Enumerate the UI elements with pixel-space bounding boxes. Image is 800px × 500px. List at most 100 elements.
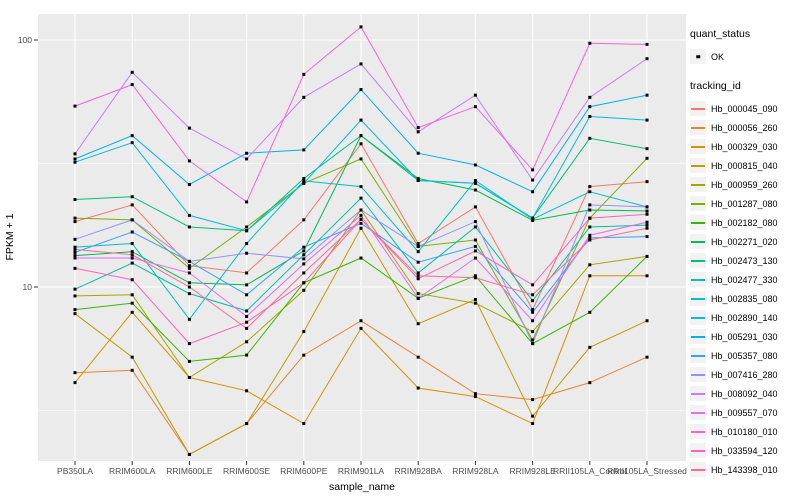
data-point: [187, 213, 191, 217]
legend-label: Hb_005357_080: [711, 350, 778, 361]
data-point: [588, 233, 592, 237]
data-point: [473, 178, 477, 182]
legend-line-icon: [691, 278, 705, 281]
data-point: [130, 310, 134, 314]
data-point: [359, 88, 363, 92]
data-point: [473, 276, 477, 280]
data-point: [187, 281, 191, 285]
data-point: [473, 225, 477, 229]
data-point: [130, 242, 134, 246]
data-point: [416, 274, 420, 278]
data-point: [245, 242, 249, 246]
data-point: [531, 338, 535, 342]
legend-quant-status: quant_status OK: [690, 28, 800, 66]
legend-line-icon: [691, 411, 705, 414]
data-point: [245, 309, 249, 313]
x-tick-label: RRIM600LE: [166, 466, 213, 476]
data-point: [187, 342, 191, 346]
data-point: [645, 226, 649, 230]
data-point: [473, 181, 477, 185]
legend-line-icon: [691, 221, 705, 224]
data-point: [187, 264, 191, 268]
data-point: [302, 271, 306, 275]
legend-item-ok: OK: [690, 47, 800, 66]
data-point: [416, 292, 420, 296]
data-point: [187, 292, 191, 296]
data-point: [416, 271, 420, 275]
axis-ticks: [34, 39, 648, 465]
data-point: [645, 223, 649, 227]
data-point: [588, 136, 592, 140]
legend-key: [690, 101, 706, 116]
data-point: [73, 371, 77, 375]
data-point: [359, 208, 363, 212]
data-point: [359, 226, 363, 230]
data-point: [588, 225, 592, 229]
data-point: [73, 104, 77, 108]
data-point: [645, 42, 649, 46]
data-point: [302, 262, 306, 266]
data-point: [302, 257, 306, 261]
legend-line-icon: [691, 316, 705, 319]
data-point: [359, 25, 363, 29]
data-point: [531, 310, 535, 314]
data-point: [416, 355, 420, 359]
data-point: [416, 386, 420, 390]
data-point: [245, 353, 249, 357]
data-point: [416, 176, 420, 180]
data-point: [130, 293, 134, 297]
legend-label: Hb_002835_080: [711, 293, 778, 304]
y-axis-title: FPKM + 1: [4, 213, 16, 260]
data-point: [416, 260, 420, 264]
data-point: [531, 330, 535, 334]
legend-label: Hb_002182_080: [711, 217, 778, 228]
data-point: [359, 256, 363, 260]
legend-line-icon: [691, 354, 705, 357]
legend-key: [690, 177, 706, 192]
data-point: [73, 157, 77, 161]
data-point: [130, 278, 134, 282]
data-point: [302, 176, 306, 180]
data-point: [416, 242, 420, 246]
legend-tracking-items: Hb_000045_090 Hb_000056_260 Hb_000329_030 H…: [690, 99, 800, 479]
legend-item-Hb_005357_080: Hb_005357_080: [690, 346, 800, 365]
legend-label: Hb_002271_020: [711, 236, 778, 247]
data-point: [588, 95, 592, 99]
data-point: [73, 220, 77, 224]
legend-key: [690, 196, 706, 211]
data-point: [130, 195, 134, 199]
data-point: [73, 381, 77, 385]
x-tick-label: RRIM928LA: [452, 466, 499, 476]
legend-line-icon: [691, 468, 705, 471]
data-point: [187, 159, 191, 163]
data-point: [73, 266, 77, 270]
legend-line-icon: [691, 145, 705, 148]
data-point: [302, 245, 306, 249]
data-point: [473, 188, 477, 192]
data-point: [645, 180, 649, 184]
legend-label: Hb_002477_330: [711, 274, 778, 285]
data-point: [588, 203, 592, 207]
data-point: [645, 220, 649, 224]
data-point: [473, 301, 477, 305]
data-point: [130, 83, 134, 87]
data-point: [359, 142, 363, 146]
data-point: [245, 340, 249, 344]
data-point: [130, 141, 134, 145]
data-point: [359, 62, 363, 66]
data-point: [73, 287, 77, 291]
x-tick-label: RRIM928LE: [509, 466, 556, 476]
legend-item-Hb_000815_040: Hb_000815_040: [690, 156, 800, 175]
legend-label: Hb_001287_080: [711, 198, 778, 209]
legend-item-Hb_005291_030: Hb_005291_030: [690, 327, 800, 346]
legend-label: Hb_000329_030: [711, 141, 778, 152]
data-point: [302, 281, 306, 285]
data-point: [473, 392, 477, 396]
legend-label: Hb_002473_130: [711, 255, 778, 266]
legend-key: [690, 367, 706, 382]
legend-item-Hb_002477_330: Hb_002477_330: [690, 270, 800, 289]
data-point: [473, 205, 477, 209]
legend-key: [690, 462, 706, 477]
x-tick-label: RRIM600PE: [280, 466, 328, 476]
data-point: [130, 253, 134, 257]
